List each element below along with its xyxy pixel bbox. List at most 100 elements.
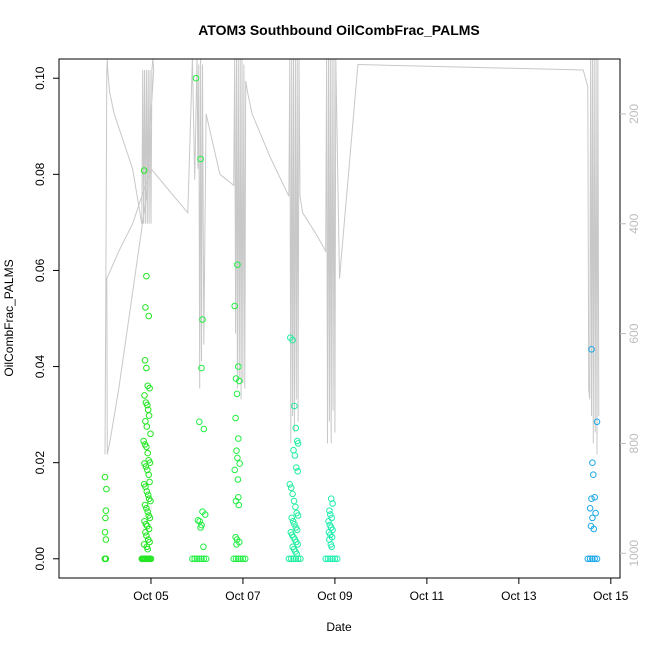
data-point [589, 514, 596, 522]
data-point [237, 555, 244, 563]
data-point [233, 541, 240, 548]
data-point [202, 555, 210, 563]
data-point [198, 364, 205, 372]
data-point [325, 518, 332, 525]
data-point [103, 485, 110, 493]
x-tick-label: Oct 13 [501, 589, 537, 603]
data-point [144, 449, 151, 457]
plot-frame [58, 58, 621, 579]
data-point [324, 555, 332, 563]
data-point [196, 518, 203, 525]
data-point [193, 555, 201, 563]
data-point [588, 346, 595, 353]
data-point [589, 459, 596, 467]
data-point [297, 555, 304, 563]
data-point [236, 377, 243, 385]
data-point [291, 402, 298, 410]
data-point [235, 501, 243, 509]
data-point [591, 555, 599, 563]
y2-tick-label: 1000 [627, 540, 641, 567]
data-point [101, 473, 109, 481]
data-point [102, 536, 110, 543]
data-point [144, 401, 151, 409]
data-point [147, 555, 155, 563]
data-point [144, 508, 151, 516]
data-point [142, 463, 150, 470]
data-point [327, 511, 334, 518]
data-point [593, 555, 601, 563]
data-point [287, 555, 295, 563]
data-point [197, 524, 204, 531]
data-point [197, 155, 204, 163]
data-point [233, 390, 241, 398]
x-tick-label: Oct 07 [225, 589, 261, 603]
data-points-layer [101, 74, 601, 563]
data-point [241, 555, 249, 563]
data-point [232, 555, 240, 563]
data-point [143, 505, 150, 512]
data-point [146, 384, 153, 392]
data-point [590, 525, 598, 533]
data-point [588, 495, 595, 503]
data-point [140, 167, 148, 174]
data-point [586, 555, 594, 563]
data-point [239, 555, 247, 563]
y-tick-label: 0.02 [33, 451, 47, 475]
data-point [140, 437, 147, 445]
data-point [333, 555, 341, 563]
data-point [142, 418, 149, 425]
data-point [231, 466, 238, 474]
data-point [146, 514, 154, 522]
data-point [144, 491, 152, 499]
data-point [287, 484, 295, 492]
data-point [196, 555, 203, 563]
data-point [199, 316, 206, 323]
data-point [291, 520, 298, 528]
data-point [102, 507, 110, 515]
data-point [143, 443, 150, 451]
data-point [102, 514, 109, 522]
data-point [294, 512, 302, 519]
data-point [145, 312, 152, 320]
data-point [198, 555, 205, 563]
data-point [288, 514, 296, 522]
data-point [142, 304, 149, 311]
data-point [146, 478, 153, 486]
data-point [101, 529, 109, 536]
data-point [294, 468, 302, 475]
right-pressure-axis: 200 400 600 800 1000 [620, 104, 641, 567]
data-point [231, 302, 238, 310]
data-point [293, 550, 301, 558]
data-point [200, 555, 208, 563]
data-point [143, 272, 150, 280]
data-point [143, 488, 151, 495]
data-point [293, 464, 300, 471]
data-point [286, 481, 294, 488]
plot-content [101, 58, 601, 563]
data-point [329, 555, 336, 563]
data-point [146, 538, 153, 546]
y-axis: 0.00 0.02 0.04 0.06 0.08 0.10 [33, 66, 59, 570]
data-point [292, 555, 300, 563]
x-axis-label: Date [326, 620, 352, 634]
data-point [591, 494, 599, 501]
data-point [189, 555, 196, 563]
data-point [589, 555, 596, 563]
data-point [290, 555, 297, 563]
y2-tick-label: 600 [627, 323, 641, 343]
y2-tick-label: 800 [627, 433, 641, 453]
data-point [590, 471, 597, 479]
data-point [191, 555, 198, 563]
data-point [584, 555, 592, 563]
data-point [290, 497, 298, 505]
data-point [328, 543, 336, 551]
y2-tick-label: 400 [627, 213, 641, 233]
data-point [235, 435, 242, 442]
data-point [145, 525, 153, 533]
data-point [294, 541, 302, 548]
data-point [145, 412, 153, 419]
data-point [322, 555, 330, 563]
data-point [331, 555, 339, 563]
data-point [236, 460, 243, 467]
y-tick-label: 0.06 [33, 258, 47, 282]
